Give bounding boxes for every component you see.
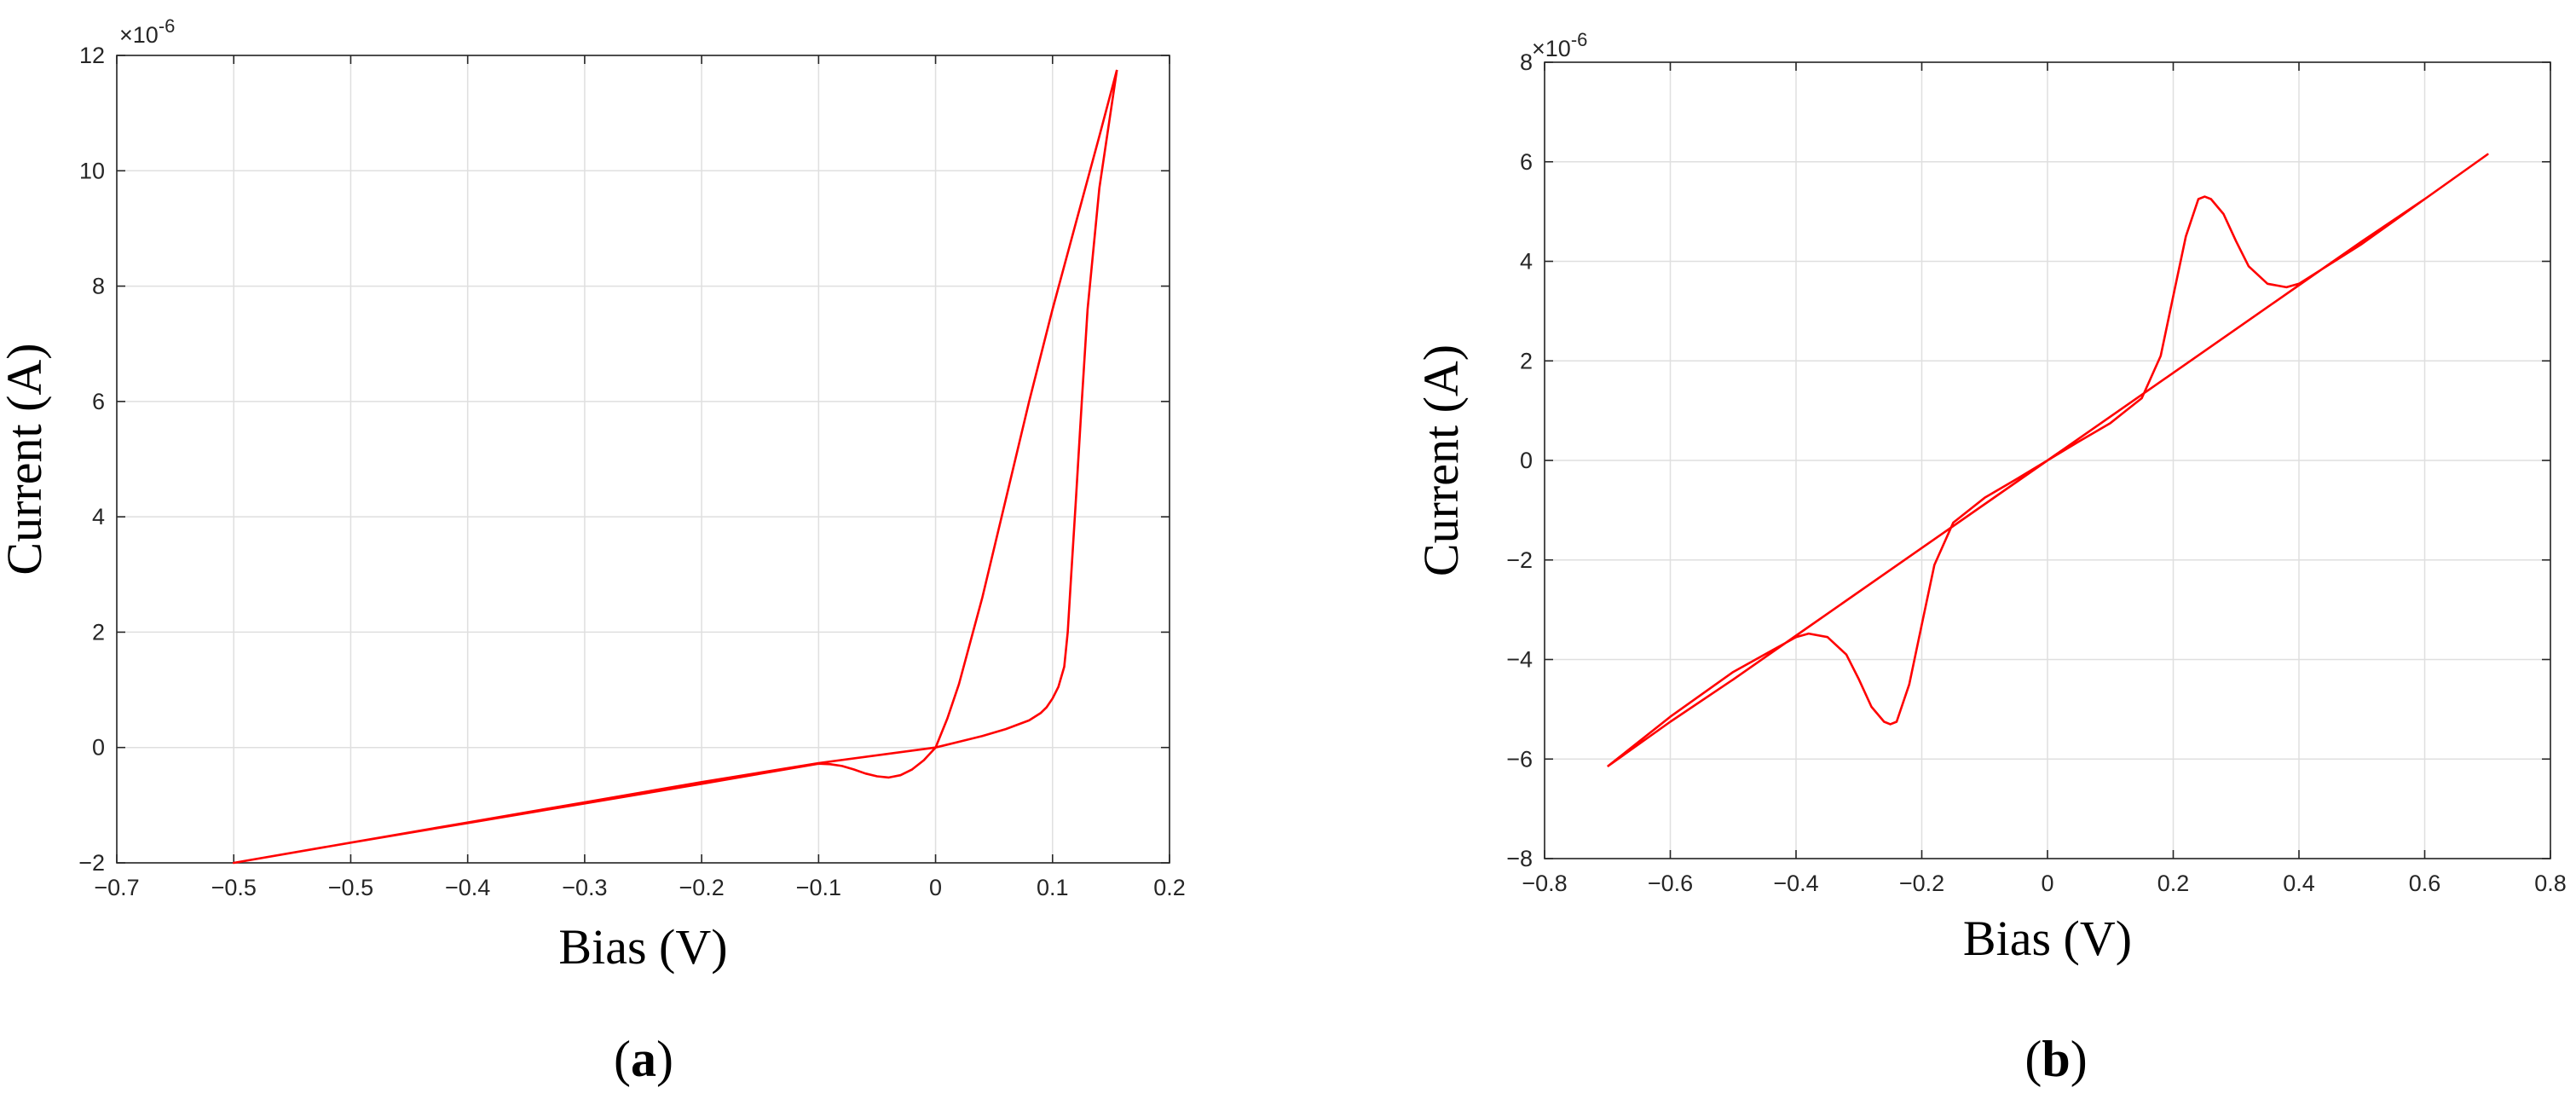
panel-label-close-paren: ) <box>656 1031 673 1087</box>
x-tick-label: −0.8 <box>1522 871 1567 896</box>
y-tick-label: 0 <box>92 735 105 761</box>
panel-label-open-paren: ( <box>614 1031 631 1087</box>
panel-label-letter: b <box>2042 1031 2070 1087</box>
y-tick-label: −2 <box>78 850 105 876</box>
y-tick-label: −6 <box>1506 746 1533 772</box>
x-tick-label: −0.1 <box>796 875 841 900</box>
y-tick-label: 6 <box>92 389 105 414</box>
y-tick-label: 0 <box>1520 448 1533 473</box>
y-axis-label: Current (A) <box>1413 344 1469 576</box>
y-exponent-label: ×10-6 <box>119 15 175 48</box>
y-tick-label: 2 <box>92 619 105 645</box>
x-tick-label: 0.8 <box>2534 871 2567 896</box>
y-exponent-label: ×10-6 <box>1532 29 1587 61</box>
x-tick-label: 0.2 <box>1153 875 1186 900</box>
x-tick-label: 0.2 <box>2157 871 2190 896</box>
x-tick-label: −0.2 <box>679 875 724 900</box>
panel-label-close-paren: ) <box>2071 1031 2088 1087</box>
x-tick-label: 0.4 <box>2283 871 2315 896</box>
y-tick-label: −4 <box>1506 647 1533 673</box>
iv-curve-series-0 <box>1606 153 2489 768</box>
y-tick-label: −8 <box>1506 846 1533 871</box>
y-tick-label: 6 <box>1520 149 1533 175</box>
y-tick-label: 8 <box>92 274 105 299</box>
y-exponent-base: ×10 <box>1532 36 1571 61</box>
y-axis-label: Current (A) <box>0 343 52 575</box>
y-exponent-power: -6 <box>1571 29 1588 50</box>
y-tick-label: 8 <box>1520 49 1533 75</box>
x-tick-label: −0.5 <box>211 875 257 900</box>
axes-frame <box>116 55 1170 864</box>
iv-curve-series-0 <box>232 69 1118 865</box>
x-tick-label: −0.7 <box>94 875 139 900</box>
x-axis-label: Bias (V) <box>558 919 727 975</box>
y-tick-label: 2 <box>1520 348 1533 373</box>
chart-panel-a: −0.7 −0.5 −0.5 −0.4 −0.3 −0.2 −0.1 0 0.1 0.2 −2 0 2 4… <box>0 15 1186 1087</box>
x-tick-label: −0.3 <box>562 875 607 900</box>
y-exponent-power: -6 <box>159 15 176 37</box>
y-tick-label: 4 <box>1520 249 1533 275</box>
x-tick-label: −0.4 <box>445 875 490 900</box>
y-tick-label: 4 <box>92 504 105 529</box>
panel-label-open-paren: ( <box>2024 1031 2042 1087</box>
y-tick-label: 10 <box>79 158 105 183</box>
plot-area <box>117 55 1170 863</box>
x-tick-label: −0.5 <box>328 875 373 900</box>
x-tick-label: 0 <box>929 875 942 900</box>
panel-label: (b) <box>2024 1031 2087 1087</box>
x-tick-label: 0 <box>2041 871 2053 896</box>
y-exponent-base: ×10 <box>119 22 159 48</box>
x-tick-label: 0.1 <box>1037 875 1069 900</box>
chart-panel-b: −0.8 −0.6 −0.4 −0.2 0 0.2 0.4 0.6 0.8 −8 −6 −4 −2 0 2 4… <box>1413 29 2567 1087</box>
x-axis-label: Bias (V) <box>1963 911 2132 966</box>
x-tick-label: −0.6 <box>1648 871 1693 896</box>
panel-label-letter: a <box>631 1031 656 1087</box>
x-tick-label: 0.6 <box>2409 871 2441 896</box>
y-tick-label: 12 <box>79 43 105 68</box>
y-tick-label: −2 <box>1506 547 1533 573</box>
x-tick-label: −0.4 <box>1773 871 1818 896</box>
x-tick-label: −0.2 <box>1899 871 1944 896</box>
panel-label: (a) <box>614 1031 673 1087</box>
